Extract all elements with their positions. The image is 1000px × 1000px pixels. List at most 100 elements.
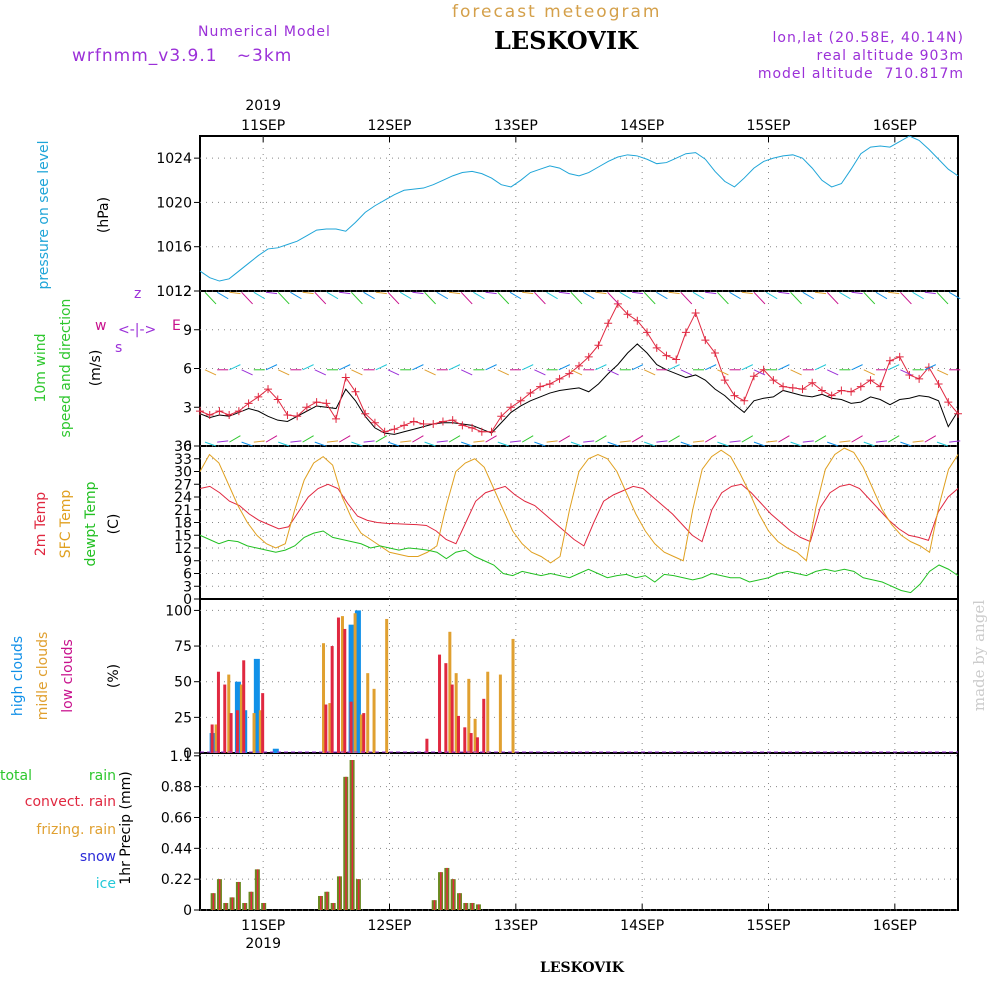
wind-gust-marker: [866, 376, 875, 385]
wind-arrow: [643, 369, 656, 376]
x-tick-label-top: 11SEP: [241, 118, 285, 134]
wind-arrow: [924, 364, 937, 371]
wind-arrow: [375, 435, 388, 443]
wind-arrow: [692, 440, 705, 443]
x-tick-label-bottom: 14SEP: [620, 918, 664, 934]
y-tick-label: 1020: [156, 195, 192, 211]
cloud-mid-bar: [385, 618, 389, 753]
temp-unit: (C): [106, 514, 122, 535]
wind-gust-marker: [798, 385, 807, 394]
wind-gust-marker: [662, 351, 671, 360]
wind-arrow: [619, 291, 632, 300]
wind-arrow: [363, 440, 375, 443]
precip-legend-4: snow: [80, 849, 116, 865]
cloud-high-bar: [348, 624, 355, 753]
y-tick-label: 75: [174, 639, 192, 655]
wind-arrow: [656, 440, 668, 443]
cloud-low-bar: [336, 617, 340, 753]
precip-convect-bar: [244, 902, 246, 910]
wind-arrow: [814, 364, 827, 371]
wind-gust-marker: [244, 399, 253, 408]
wind-gust-marker: [477, 427, 486, 436]
y-tick-label: 0: [183, 903, 192, 919]
wind-gust-marker: [691, 308, 700, 317]
wind-arrow: [534, 441, 546, 447]
x-tick-label-top: 12SEP: [368, 118, 412, 134]
y-tick-label: 0.66: [161, 810, 192, 826]
wind-arrow: [765, 291, 778, 300]
y-tick-label: 25: [174, 710, 192, 726]
cloud-mid-bar: [258, 710, 262, 753]
wind-arrow: [863, 369, 876, 376]
cloud-low-bar: [349, 701, 353, 753]
cloud-low-bar: [210, 724, 214, 753]
wind-arrow: [900, 369, 912, 376]
cloud-mid-bar: [486, 671, 490, 753]
wind-arrow: [827, 441, 839, 447]
wind-arrow: [216, 291, 229, 300]
wind-arrow: [936, 441, 949, 447]
precip-convect-bar: [237, 881, 240, 910]
wind-gust-marker: [701, 336, 710, 345]
wind-legend-south: s: [115, 340, 122, 356]
wind-arrow: [790, 369, 802, 376]
wind-gust-marker: [458, 421, 467, 430]
precip-convect-bar: [326, 891, 328, 910]
wind-gust-marker: [234, 407, 243, 416]
cloud-mid-bar: [372, 688, 376, 753]
wind-arrow: [229, 291, 241, 295]
cloud-high-ylabel: high clouds: [10, 636, 26, 716]
wind-arrow: [399, 291, 412, 300]
wind-arrow: [497, 441, 509, 447]
y-tick-label: 0.44: [161, 841, 192, 857]
wind-arrow: [314, 369, 327, 376]
wind-arrow: [619, 440, 631, 443]
wind-gust-marker: [264, 385, 273, 394]
cloud-low-bar: [261, 693, 265, 753]
wind-arrow: [802, 291, 815, 300]
wind-gust-marker: [847, 387, 856, 396]
precip-convect-bar: [351, 760, 354, 910]
y-tick-label: 33: [174, 452, 192, 468]
wind-arrow: [302, 364, 314, 371]
wind-arrow: [497, 291, 510, 305]
wind-gust-marker: [944, 398, 953, 407]
wind-arrow: [790, 291, 802, 305]
precip-convect-bar: [332, 902, 335, 910]
cloud-mid-bar: [454, 673, 458, 753]
wind-gust-marker: [643, 328, 652, 337]
wind-gust-marker: [672, 355, 681, 364]
wind-gust-marker: [273, 395, 282, 404]
x-tick-label-bottom: 16SEP: [873, 918, 917, 934]
wind-legend-arrow: <-|->: [118, 322, 156, 338]
wind-gust-marker: [623, 310, 632, 319]
wind-gust-marker: [555, 374, 564, 383]
wind-arrow: [473, 440, 485, 443]
wind-arrow: [558, 364, 571, 371]
wind-arrow: [265, 364, 278, 371]
y-tick-label: 50: [174, 675, 192, 691]
wind-arrow: [851, 291, 863, 295]
wind-arrow: [802, 440, 814, 443]
wind-arrow: [778, 291, 790, 295]
wind-arrow: [778, 435, 790, 443]
cloud-mid-bar: [366, 673, 370, 753]
wind-gust-marker: [536, 382, 545, 391]
wind-arrow: [241, 291, 253, 305]
wind-arrow: [863, 441, 875, 447]
cloud-high-bar: [253, 658, 260, 753]
cloud-mid-bar: [252, 713, 256, 753]
wind-gust-marker: [438, 417, 447, 426]
wind-arrow: [253, 291, 266, 300]
wind-arrow: [839, 291, 851, 300]
precip-convect-bar: [477, 904, 480, 910]
wind-gust-marker: [856, 382, 865, 391]
wind-arrow: [424, 291, 436, 305]
wind-gust-marker: [779, 382, 788, 391]
wind-arrow: [912, 440, 924, 443]
wind-arrow: [436, 440, 448, 443]
cloud-mid-bar: [214, 724, 218, 753]
wind-arrow: [351, 441, 363, 447]
wind-gust-marker: [361, 409, 370, 418]
cloud-low-bar: [223, 684, 227, 753]
